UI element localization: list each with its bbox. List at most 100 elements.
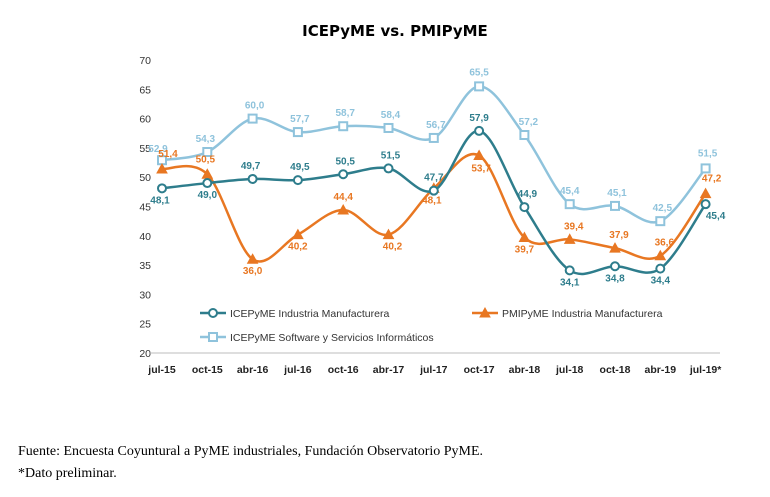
- circle-marker: [338, 169, 349, 180]
- square-marker: [610, 200, 620, 211]
- square-marker: [700, 163, 711, 174]
- y-tick-label: 60: [139, 114, 151, 126]
- source-note: Fuente: Encuesta Coyuntural a PyME indus…: [18, 444, 484, 459]
- x-tick-label: jul-17: [419, 364, 448, 376]
- data-label: 51,5: [698, 148, 718, 159]
- series-3: 52,9 54,3 60,0 57,7 58,7 58,4 56,7 65,5 57,2 45,4…: [148, 67, 718, 227]
- data-label: 49,5: [290, 162, 310, 173]
- square-marker: [202, 147, 213, 158]
- triangle-marker: [479, 306, 491, 318]
- data-label: 49,7: [241, 161, 261, 172]
- triangle-marker: [699, 187, 712, 199]
- data-label: 48,1: [150, 195, 170, 206]
- data-label: 58,7: [335, 108, 355, 119]
- data-label: 40,2: [383, 242, 403, 253]
- data-label: 40,2: [288, 242, 308, 253]
- x-tick-label: jul-16: [283, 364, 312, 376]
- circle-marker: [247, 173, 258, 184]
- legend-label: PMIPyME Industria Manufacturera: [502, 308, 663, 320]
- triangle-marker: [654, 249, 667, 261]
- data-label: 34,4: [651, 276, 671, 287]
- triangle-marker: [156, 162, 168, 174]
- legend-item: ICEPyME Industria Manufacturera: [200, 308, 389, 320]
- data-label: 44,4: [333, 192, 353, 203]
- circle-marker: [610, 261, 620, 272]
- y-tick-label: 45: [139, 202, 151, 214]
- square-marker: [655, 216, 666, 227]
- square-marker: [292, 127, 303, 138]
- data-label: 42,5: [653, 203, 673, 214]
- circle-marker: [428, 185, 439, 196]
- y-tick-label: 30: [139, 289, 151, 301]
- circle-marker: [208, 308, 218, 318]
- circle-marker: [383, 163, 394, 174]
- data-label: 47,7: [424, 173, 444, 184]
- data-label: 50,5: [196, 154, 216, 165]
- x-tick-label: oct-17: [464, 364, 495, 376]
- x-tick-label: oct-16: [328, 364, 359, 376]
- square-marker: [247, 113, 258, 124]
- circle-marker: [700, 199, 711, 210]
- data-label: 57,2: [519, 117, 539, 128]
- triangle-marker: [473, 149, 485, 161]
- circle-marker: [474, 125, 485, 136]
- y-tick-label: 25: [139, 319, 151, 331]
- chart-title: ICEPyME vs. PMIPyME: [302, 22, 488, 40]
- data-label: 39,4: [564, 221, 584, 232]
- y-tick-label: 50: [139, 172, 151, 184]
- data-label: 53,7: [471, 164, 491, 175]
- data-label: 45,4: [706, 211, 726, 222]
- square-marker: [208, 332, 218, 342]
- series-1: 48,1 49,0 49,7 49,5 50,5 51,5 47,7 57,9 44,9 34,1…: [150, 113, 726, 288]
- triangle-marker: [382, 228, 395, 240]
- x-tick-label: abr-19: [645, 364, 677, 376]
- data-label: 54,3: [196, 134, 216, 145]
- data-label: 36,6: [655, 238, 675, 249]
- triangle-marker: [246, 253, 259, 264]
- data-label: 39,7: [515, 245, 535, 256]
- data-label: 45,4: [560, 186, 580, 197]
- circle-marker: [655, 263, 666, 274]
- y-tick-label: 35: [139, 260, 151, 272]
- x-tick-label: abr-17: [373, 364, 405, 376]
- data-label: 51,5: [381, 150, 401, 161]
- data-label: 52,9: [148, 144, 168, 155]
- data-label: 37,9: [609, 230, 629, 241]
- series-layer: 52,9 54,3 60,0 57,7 58,7 58,4 56,7 65,5 57,2 45,4…: [148, 67, 726, 288]
- y-tick-label: 40: [139, 231, 151, 243]
- y-tick-label: 70: [139, 55, 151, 67]
- data-label: 58,4: [381, 110, 401, 121]
- y-tick-label: 20: [139, 348, 151, 360]
- data-label: 65,5: [469, 67, 489, 78]
- x-tick-label: abr-18: [509, 364, 541, 376]
- data-label: 56,7: [426, 120, 446, 131]
- legend-label: ICEPyME Software y Servicios Informático…: [230, 332, 434, 344]
- x-tick-label: jul-15: [147, 364, 176, 376]
- circle-marker: [292, 175, 303, 186]
- data-label: 60,0: [245, 101, 265, 112]
- data-label: 44,9: [518, 189, 538, 200]
- preliminary-note: *Dato preliminar.: [18, 466, 117, 481]
- y-axis: 20 25 30 35 40 45 50 55 60 65 70: [139, 55, 151, 360]
- y-tick-label: 55: [139, 143, 151, 155]
- legend-label: ICEPyME Industria Manufacturera: [230, 308, 389, 320]
- data-label: 34,1: [560, 277, 580, 288]
- triangle-marker: [609, 242, 621, 253]
- line-chart: 20 25 30 35 40 45 50 55 60 65 70 jul-15 oct-15 abr-1…: [139, 55, 726, 376]
- x-tick-label: oct-18: [600, 364, 631, 376]
- square-marker: [428, 132, 439, 143]
- triangle-marker: [337, 203, 350, 215]
- data-label: 50,5: [335, 156, 355, 167]
- circle-marker: [157, 183, 167, 194]
- circle-marker: [202, 178, 213, 189]
- data-label: 49,0: [198, 190, 218, 201]
- square-marker: [383, 122, 394, 133]
- triangle-marker: [518, 231, 531, 243]
- data-label: 51,4: [158, 149, 178, 160]
- circle-marker: [564, 265, 575, 276]
- legend: ICEPyME Industria Manufacturera PMIPyME I…: [200, 306, 663, 344]
- data-label: 57,7: [290, 114, 310, 125]
- square-marker: [564, 199, 575, 210]
- circle-marker: [519, 202, 530, 213]
- data-label: 57,9: [469, 113, 489, 124]
